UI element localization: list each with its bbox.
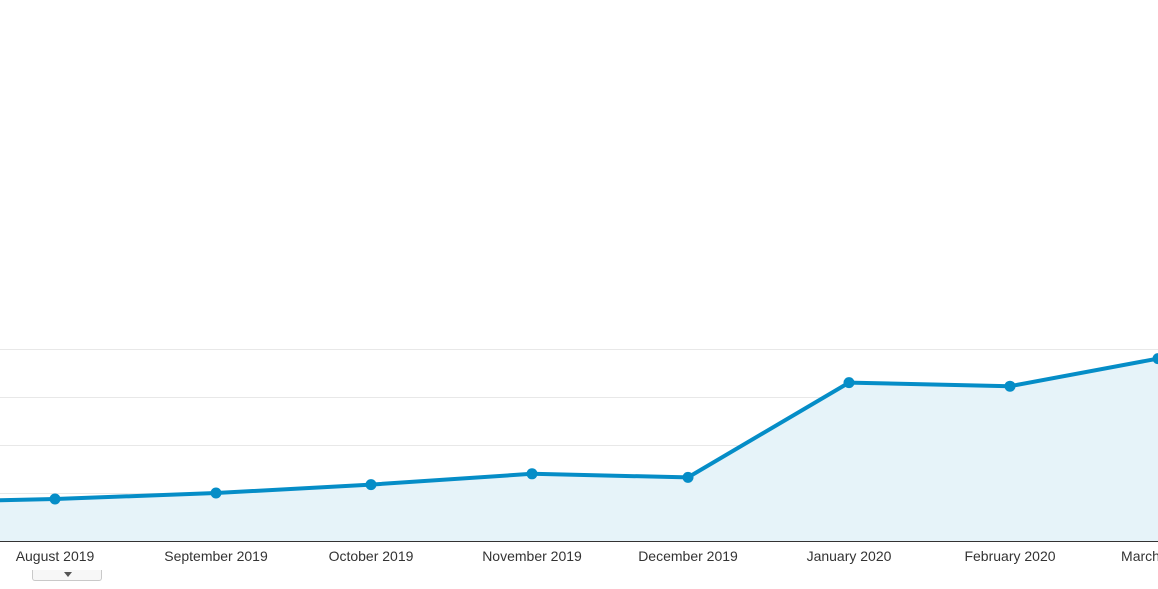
caret-down-icon — [64, 572, 72, 577]
x-tick-label: January 2020 — [807, 548, 892, 564]
series-area — [0, 358, 1158, 541]
data-point — [210, 487, 222, 499]
data-point — [365, 479, 377, 491]
data-point — [526, 468, 538, 480]
x-tick-label: December 2019 — [638, 548, 738, 564]
data-point — [49, 493, 61, 505]
x-tick-label: March 2020 — [1121, 548, 1158, 564]
chart-options-dropdown[interactable] — [32, 570, 102, 581]
x-tick-label: September 2019 — [164, 548, 268, 564]
data-point — [1004, 380, 1016, 392]
x-tick-label: November 2019 — [482, 548, 582, 564]
data-point — [843, 377, 855, 389]
x-tick-label: February 2020 — [964, 548, 1055, 564]
data-point — [1152, 353, 1158, 365]
x-tick-label: October 2019 — [329, 548, 414, 564]
data-point — [682, 471, 694, 483]
x-tick-label: August 2019 — [16, 548, 95, 564]
